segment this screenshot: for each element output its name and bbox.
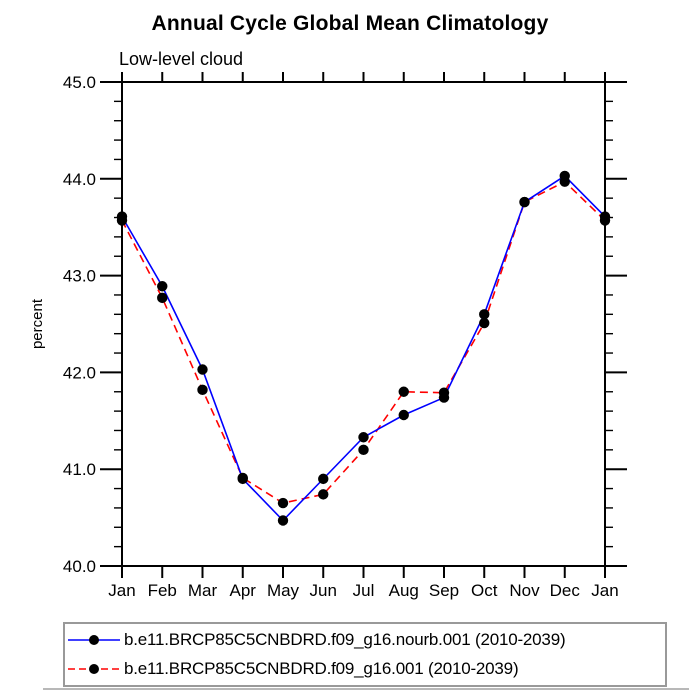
data-point-marker <box>157 292 168 304</box>
x-tick-label: Apr <box>230 581 257 600</box>
data-point-marker <box>479 309 490 320</box>
data-point-marker <box>197 364 208 375</box>
y-tick-label: 41.0 <box>63 460 96 479</box>
legend-label-base: b.e11.BRCP85C5CNBDRD.f09_g16.001 (2010-2… <box>124 659 519 679</box>
clipped-second-legend-border <box>43 688 689 690</box>
y-tick-label: 43.0 <box>63 267 96 286</box>
data-point-marker <box>599 215 611 226</box>
x-tick-label: Sep <box>429 581 459 600</box>
x-tick-label: Jan <box>591 581 618 600</box>
x-tick-label: Mar <box>188 581 218 600</box>
legend-label-nourb: b.e11.BRCP85C5CNBDRD.f09_g16.nourb.001 (… <box>124 629 566 649</box>
series-line-blue-solid <box>121 174 606 522</box>
legend-sample-red-dashed-line <box>68 664 120 675</box>
data-point-marker <box>318 489 329 500</box>
legend-box: b.e11.BRCP85C5CNBDRD.f09_g16.nourb.001 (… <box>63 622 667 687</box>
legend-entry-base: b.e11.BRCP85C5CNBDRD.f09_g16.001 (2010-2… <box>67 655 665 683</box>
legend-marker-dot-icon <box>89 634 99 645</box>
x-tick-label: Jan <box>108 581 135 600</box>
plot-frame <box>121 81 606 567</box>
chart-subtitle: Low-level cloud <box>119 49 244 69</box>
data-point-marker <box>237 472 248 484</box>
data-point-marker <box>398 409 409 421</box>
legend-entry-nourb: b.e11.BRCP85C5CNBDRD.f09_g16.nourb.001 (… <box>67 626 665 654</box>
x-tick-label: Jul <box>353 581 375 600</box>
data-point-marker <box>277 515 289 526</box>
x-tick-label: Nov <box>509 581 540 600</box>
x-tick-label: Jun <box>310 581 337 600</box>
x-tick-label: Dec <box>550 581 581 600</box>
x-tick-label: Feb <box>148 581 177 600</box>
legend-marker-dot-icon <box>89 664 99 675</box>
data-point-marker <box>116 215 128 226</box>
legend-sample-blue-solid-line <box>68 634 120 645</box>
data-point-marker <box>318 473 329 485</box>
y-tick-label: 40.0 <box>63 557 96 576</box>
data-point-marker <box>157 281 168 292</box>
data-point-marker <box>438 387 450 398</box>
x-tick-label: May <box>267 581 300 600</box>
data-point-marker <box>358 432 369 443</box>
data-point-marker <box>479 317 490 329</box>
data-point-marker <box>358 444 369 456</box>
y-tick-label: 44.0 <box>63 170 96 189</box>
y-tick-label: 42.0 <box>63 363 96 382</box>
data-point-marker <box>197 384 208 396</box>
y-tick-label: 45.0 <box>63 73 96 92</box>
data-point-marker <box>277 497 289 509</box>
data-point-marker <box>398 386 409 397</box>
data-point-marker <box>519 196 530 208</box>
data-point-marker <box>559 176 570 187</box>
x-tick-label: Aug <box>389 581 419 600</box>
x-tick-label: Oct <box>471 581 498 600</box>
chart-title: Annual Cycle Global Mean Climatology <box>151 12 549 35</box>
